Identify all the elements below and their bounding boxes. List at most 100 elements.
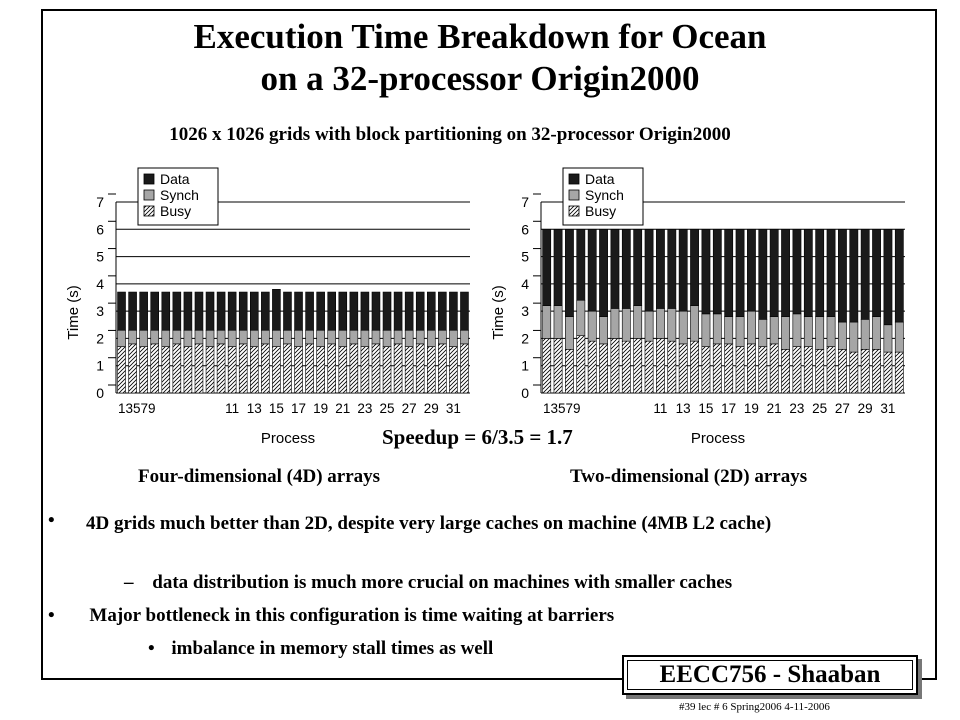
y-tick-label: 0: [96, 385, 104, 401]
bar-data: [316, 291, 325, 331]
bar-synch: [678, 310, 688, 345]
x-tick-label: 13579: [118, 401, 156, 416]
bar-data: [815, 228, 825, 317]
bar-synch: [553, 305, 563, 339]
bar-data: [238, 291, 248, 331]
bar-synch: [139, 329, 148, 347]
x-tick-label: 25: [380, 401, 395, 416]
bar-data: [449, 291, 458, 331]
bar-synch: [316, 329, 325, 347]
bar-synch: [294, 329, 303, 347]
x-tick-label: 17: [721, 401, 736, 416]
slide-footer: #39 lec # 6 Spring2006 4-11-2006: [679, 701, 830, 713]
bar-data: [587, 228, 597, 312]
x-tick-label: 31: [880, 401, 895, 416]
bar-data: [565, 228, 574, 317]
x-tick-label: 25: [812, 401, 827, 416]
bar-busy: [117, 346, 126, 394]
bar-data: [426, 291, 436, 331]
bar-busy: [415, 343, 425, 394]
bar-synch: [883, 324, 893, 353]
dash-marker: –: [124, 572, 134, 593]
bar-busy: [349, 343, 359, 394]
bar-data: [327, 291, 337, 331]
bar-data: [678, 228, 688, 312]
course-badge: EECC756 - Shaaban: [622, 655, 918, 695]
bar-synch: [667, 308, 677, 342]
bar-busy: [438, 343, 447, 394]
bar-busy: [758, 346, 768, 394]
bar-busy: [712, 343, 722, 394]
bar-data: [769, 228, 779, 317]
bar-synch: [261, 329, 270, 345]
bar-busy: [747, 343, 756, 394]
bar-data: [872, 228, 881, 317]
bar-busy: [815, 349, 825, 394]
bar-busy: [404, 346, 414, 394]
bar-data: [860, 228, 870, 320]
y-tick-label: 7: [96, 194, 104, 210]
x-tick-label: 15: [698, 401, 713, 416]
bar-synch: [712, 313, 722, 345]
bar-synch: [872, 316, 881, 350]
x-axis-label: Process: [261, 430, 315, 447]
bar-busy: [327, 343, 337, 394]
x-tick-label: 17: [291, 401, 306, 416]
bar-data: [172, 291, 182, 331]
bullet-text: Major bottleneck in this configuration i…: [89, 605, 615, 626]
bar-data: [415, 291, 425, 331]
bar-synch: [283, 329, 292, 345]
bar-busy: [161, 346, 171, 394]
bar-synch: [769, 316, 779, 345]
bar-busy: [633, 338, 643, 394]
chart-subtitle: 1026 x 1026 grids with block partitionin…: [169, 124, 731, 145]
bar-busy: [283, 343, 292, 394]
bar-data: [150, 291, 160, 331]
slide-frame: [41, 9, 937, 680]
bar-busy: [371, 343, 381, 394]
y-tick-label: 2: [96, 330, 104, 346]
y-tick-label: 1: [96, 358, 104, 374]
bar-busy: [576, 335, 586, 394]
bar-busy: [894, 351, 904, 394]
bar-synch: [826, 316, 836, 347]
bar-synch: [172, 329, 182, 345]
bar-synch: [894, 321, 904, 353]
bar-synch: [838, 321, 847, 350]
bar-data: [758, 228, 768, 320]
bar-data: [747, 228, 756, 312]
x-axis-label: Process: [691, 430, 745, 447]
bar-busy: [769, 343, 779, 394]
x-tick-label: 21: [767, 401, 782, 416]
bar-synch: [781, 316, 790, 350]
bar-busy: [150, 343, 160, 394]
y-tick-label: 1: [521, 358, 529, 374]
bar-busy: [393, 343, 403, 394]
bar-data: [272, 289, 281, 331]
y-tick-label: 5: [521, 249, 529, 265]
bar-synch: [449, 329, 458, 347]
bar-busy: [139, 346, 148, 394]
bar-busy: [172, 343, 182, 394]
bar-busy: [701, 346, 711, 394]
bar-data: [803, 228, 813, 317]
bar-data: [542, 228, 552, 306]
sub-bullet-item: • imbalance in memory stall times as wel…: [148, 638, 493, 660]
x-tick-label: 21: [335, 401, 350, 416]
bar-synch: [238, 329, 248, 345]
bar-data: [838, 228, 847, 323]
bar-synch: [610, 308, 620, 339]
x-tick-label: 27: [835, 401, 850, 416]
bar-busy: [826, 346, 836, 394]
bar-synch: [183, 329, 193, 347]
bar-data: [656, 228, 665, 309]
bar-busy: [803, 346, 813, 394]
bar-synch: [815, 316, 825, 350]
bar-data: [849, 228, 859, 323]
bar-data: [283, 291, 292, 331]
bar-busy: [305, 343, 314, 394]
bar-busy: [449, 346, 458, 394]
bar-busy: [838, 349, 847, 394]
bar-synch: [735, 316, 745, 347]
bar-busy: [610, 338, 620, 394]
